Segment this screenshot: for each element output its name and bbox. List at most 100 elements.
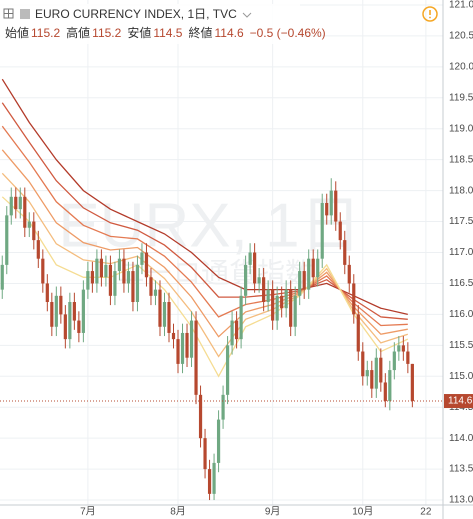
candle-body [230,320,234,346]
watermark-symbol: EURX, 1日 [58,191,361,260]
candle-body [392,351,396,371]
candle-body [149,277,153,296]
candle-body [406,351,410,364]
y-tick-label: 117.0 [449,247,473,258]
candle-body [158,289,162,327]
candle-body [307,258,311,290]
candle-body [361,351,365,377]
candle-body [316,258,320,278]
candle-body [27,221,31,228]
candle-body [5,215,9,265]
candle-body [144,252,149,278]
candle-body [253,252,257,284]
x-tick-label: 7月 [80,506,96,518]
candle-body [298,271,302,296]
y-tick-label: 118.0 [449,185,473,196]
candle-body [81,289,85,333]
candle-body [108,264,113,296]
candle-body [95,258,99,284]
candle-body [325,202,329,216]
candle-body [383,382,387,402]
dropdown-arrow[interactable] [242,12,252,18]
candle-body [50,302,54,327]
candle-body [293,295,297,327]
candle-body [289,289,293,327]
candle-body [36,240,40,259]
alert-icon[interactable] [422,6,438,22]
candle-body [153,289,158,296]
candle-body [162,302,167,327]
y-tick-label: 119.5 [449,92,473,103]
candle-body [122,258,126,284]
candle-body [104,264,108,278]
candle-body [77,320,81,333]
ohlc-change: −0.5 (−0.46%) [250,26,326,40]
y-tick-label: 120.0 [449,61,473,72]
candle-body [59,295,63,315]
y-tick-label: 114.0 [449,433,473,444]
candle-body [207,469,212,494]
candle-body [72,302,76,321]
candle-body [203,438,207,470]
y-tick-label: 120.5 [449,31,473,42]
candle-body [338,221,342,241]
y-tick-label: 118.5 [449,154,473,165]
header-backdrop [0,4,300,44]
candle-body [266,289,270,303]
candle-body [126,271,131,284]
candle-body [280,295,284,309]
candle-body [329,190,333,216]
candle-body [63,314,67,340]
chart-title: EURO CURRENCY INDEX, 1日, TVC [35,7,237,21]
candle-body [225,345,230,395]
candle-body [374,357,378,389]
last-price-label: 114.6 [448,396,473,407]
plot-area [0,78,443,501]
candle-body [113,271,117,296]
y-tick-label: 115.0 [449,371,473,382]
y-tick-label: 116.5 [449,278,473,289]
candle-body [68,302,72,340]
candle-body [0,264,4,290]
candle-body [23,196,27,228]
candle-body [216,419,221,463]
candle-body [271,289,275,321]
x-tick-label: 22 [420,507,432,518]
candle-body [275,295,279,321]
candle-body [167,302,171,333]
last-price-tag [444,394,473,409]
candle-body [45,283,49,303]
axes: 113.0 113.5 114.0 114.5 115.0 115.5 116.0 116.5… [80,0,473,518]
candle-body [239,295,243,340]
candle-body [171,332,176,340]
candle-body [257,277,261,284]
candle-body [14,196,18,210]
candle-body [176,339,180,364]
candle-body [388,370,392,402]
ohlc-label: 終値 [188,25,212,40]
y-tick-label: 113.5 [449,464,473,475]
candle-body [9,196,13,216]
candle-body [248,252,252,265]
candle-body [140,252,144,265]
x-tick-label: 8月 [170,506,186,518]
candle-body [284,289,288,309]
candle-body [221,394,225,420]
ohlc-value: 115.2 [31,26,60,40]
candle-body [180,332,185,364]
x-tick-label: 10月 [352,506,373,518]
candle-body [311,258,315,278]
candle-body [365,370,369,377]
candle-body [185,332,189,358]
candle-body [18,196,22,210]
y-tick-label: 113.0 [449,495,473,506]
candle-body [347,264,351,284]
candle-body [320,202,324,259]
ohlc-value: 115.2 [92,26,121,40]
y-tick-label: 121.0 [449,0,473,11]
grid [0,0,443,505]
candle-body [401,345,405,352]
candle-body [352,283,356,315]
candle-body [194,320,198,395]
